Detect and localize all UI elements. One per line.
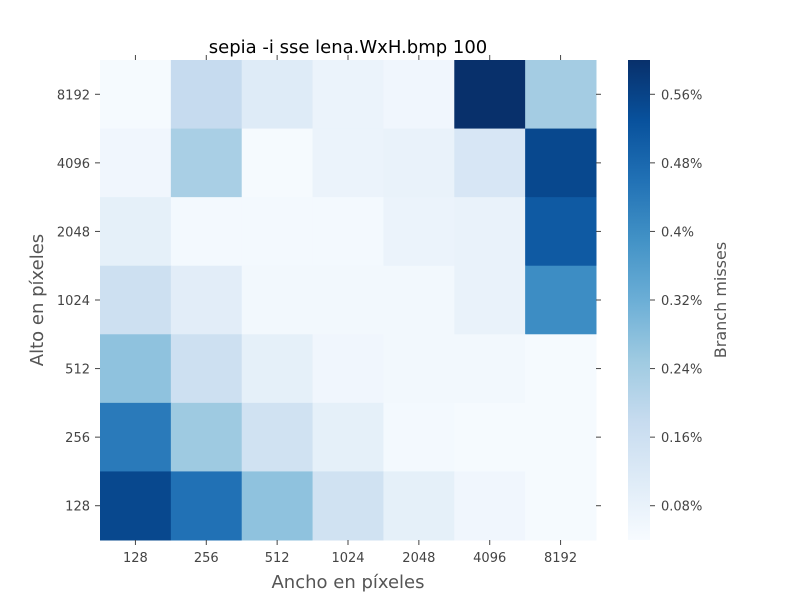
heatmap-cell-4096x256 (170, 128, 243, 198)
y-tick-label: 512 (65, 363, 90, 378)
heatmap-cell-8192x4096 (454, 60, 526, 130)
heatmap-cell-2048x256 (170, 197, 243, 267)
colorbar-tick-label: 0.32% (661, 294, 702, 309)
colorbar-tick-label: 0.56% (661, 88, 702, 103)
y-axis-label: Alto en píxeles (27, 234, 48, 366)
heatmap-cell-256x8192 (525, 402, 597, 472)
colorbar-tick-label: 0.4% (661, 225, 694, 240)
heatmap-cell-4096x4096 (454, 128, 526, 198)
heatmap-cell-2048x2048 (383, 197, 455, 267)
heatmap-cell-256x4096 (454, 402, 526, 472)
heatmap-cell-4096x2048 (383, 128, 455, 198)
heatmap-cell-8192x1024 (312, 60, 384, 130)
heatmap-cell-128x8192 (525, 471, 597, 541)
heatmap-cell-1024x512 (241, 265, 314, 335)
heatmap-cell-1024x128 (100, 265, 172, 335)
heatmap-cell-8192x512 (241, 60, 314, 130)
heatmap-cell-8192x2048 (383, 60, 455, 130)
heatmap-cell-256x128 (100, 402, 172, 472)
heatmap-cell-128x256 (170, 471, 243, 541)
colorbar-ticks: 0.08% 0.16% 0.24% 0.32% 0.4% 0.48% 0.56% (650, 88, 702, 515)
heatmap-cell-1024x1024 (312, 265, 384, 335)
x-tick-label: 256 (194, 551, 219, 566)
heatmap-cell-512x2048 (383, 334, 455, 404)
x-axis-ticks: 128 256 512 1024 2048 4096 8192 (123, 55, 577, 566)
heatmap-cell-4096x128 (100, 128, 172, 198)
heatmap-cell-256x1024 (312, 402, 384, 472)
colorbar-tick-label: 0.16% (661, 431, 702, 446)
colorbar-label: Branch misses (711, 242, 730, 358)
heatmap-cell-2048x4096 (454, 197, 526, 267)
heatmap-cells (100, 60, 597, 541)
heatmap-cell-128x1024 (312, 471, 384, 541)
heatmap-cell-512x4096 (454, 334, 526, 404)
heatmap-cell-512x128 (100, 334, 172, 404)
x-axis-label: Ancho en píxeles (271, 572, 424, 593)
heatmap-cell-512x512 (241, 334, 314, 404)
colorbar (628, 60, 650, 540)
heatmap-cell-128x512 (241, 471, 314, 541)
heatmap-cell-2048x1024 (312, 197, 384, 267)
heatmap-cell-512x256 (170, 334, 243, 404)
chart-title: sepia -i sse lena.WxH.bmp 100 (209, 37, 488, 58)
colorbar-tick-label: 0.48% (661, 157, 702, 172)
heatmap-cell-128x128 (100, 471, 172, 541)
heatmap-cell-256x256 (170, 402, 243, 472)
heatmap-cell-2048x128 (100, 197, 172, 267)
y-tick-label: 128 (65, 500, 90, 515)
colorbar-tick-label: 0.24% (661, 363, 702, 378)
heatmap-cell-8192x8192 (525, 60, 597, 130)
x-tick-label: 4096 (473, 551, 506, 566)
y-tick-label: 2048 (57, 225, 90, 240)
y-tick-label: 256 (65, 431, 90, 446)
x-tick-label: 8192 (544, 551, 577, 566)
heatmap-cell-128x2048 (383, 471, 455, 541)
y-tick-label: 4096 (57, 157, 90, 172)
heatmap-cell-2048x512 (241, 197, 314, 267)
heatmap-cell-8192x256 (170, 60, 243, 130)
heatmap-cell-1024x256 (170, 265, 243, 335)
x-tick-label: 2048 (402, 551, 435, 566)
heatmap-cell-512x8192 (525, 334, 597, 404)
heatmap-cell-1024x2048 (383, 265, 455, 335)
x-tick-label: 128 (123, 551, 148, 566)
heatmap-cell-4096x512 (241, 128, 314, 198)
heatmap-cell-256x2048 (383, 402, 455, 472)
y-tick-label: 8192 (57, 88, 90, 103)
heatmap-cell-256x512 (241, 402, 314, 472)
x-tick-label: 1024 (331, 551, 364, 566)
heatmap-cell-4096x1024 (312, 128, 384, 198)
x-tick-label: 512 (265, 551, 290, 566)
y-axis-ticks: 8192 4096 2048 1024 512 256 128 (57, 88, 601, 515)
y-tick-label: 1024 (57, 294, 90, 309)
heatmap-cell-8192x128 (100, 60, 172, 130)
heatmap-cell-1024x4096 (454, 265, 526, 335)
heatmap-cell-128x4096 (454, 471, 526, 541)
colorbar-tick-label: 0.08% (661, 500, 702, 515)
heatmap-cell-4096x8192 (525, 128, 597, 198)
heatmap-cell-1024x8192 (525, 265, 597, 335)
heatmap-cell-2048x8192 (525, 197, 597, 267)
heatmap-cell-512x1024 (312, 334, 384, 404)
